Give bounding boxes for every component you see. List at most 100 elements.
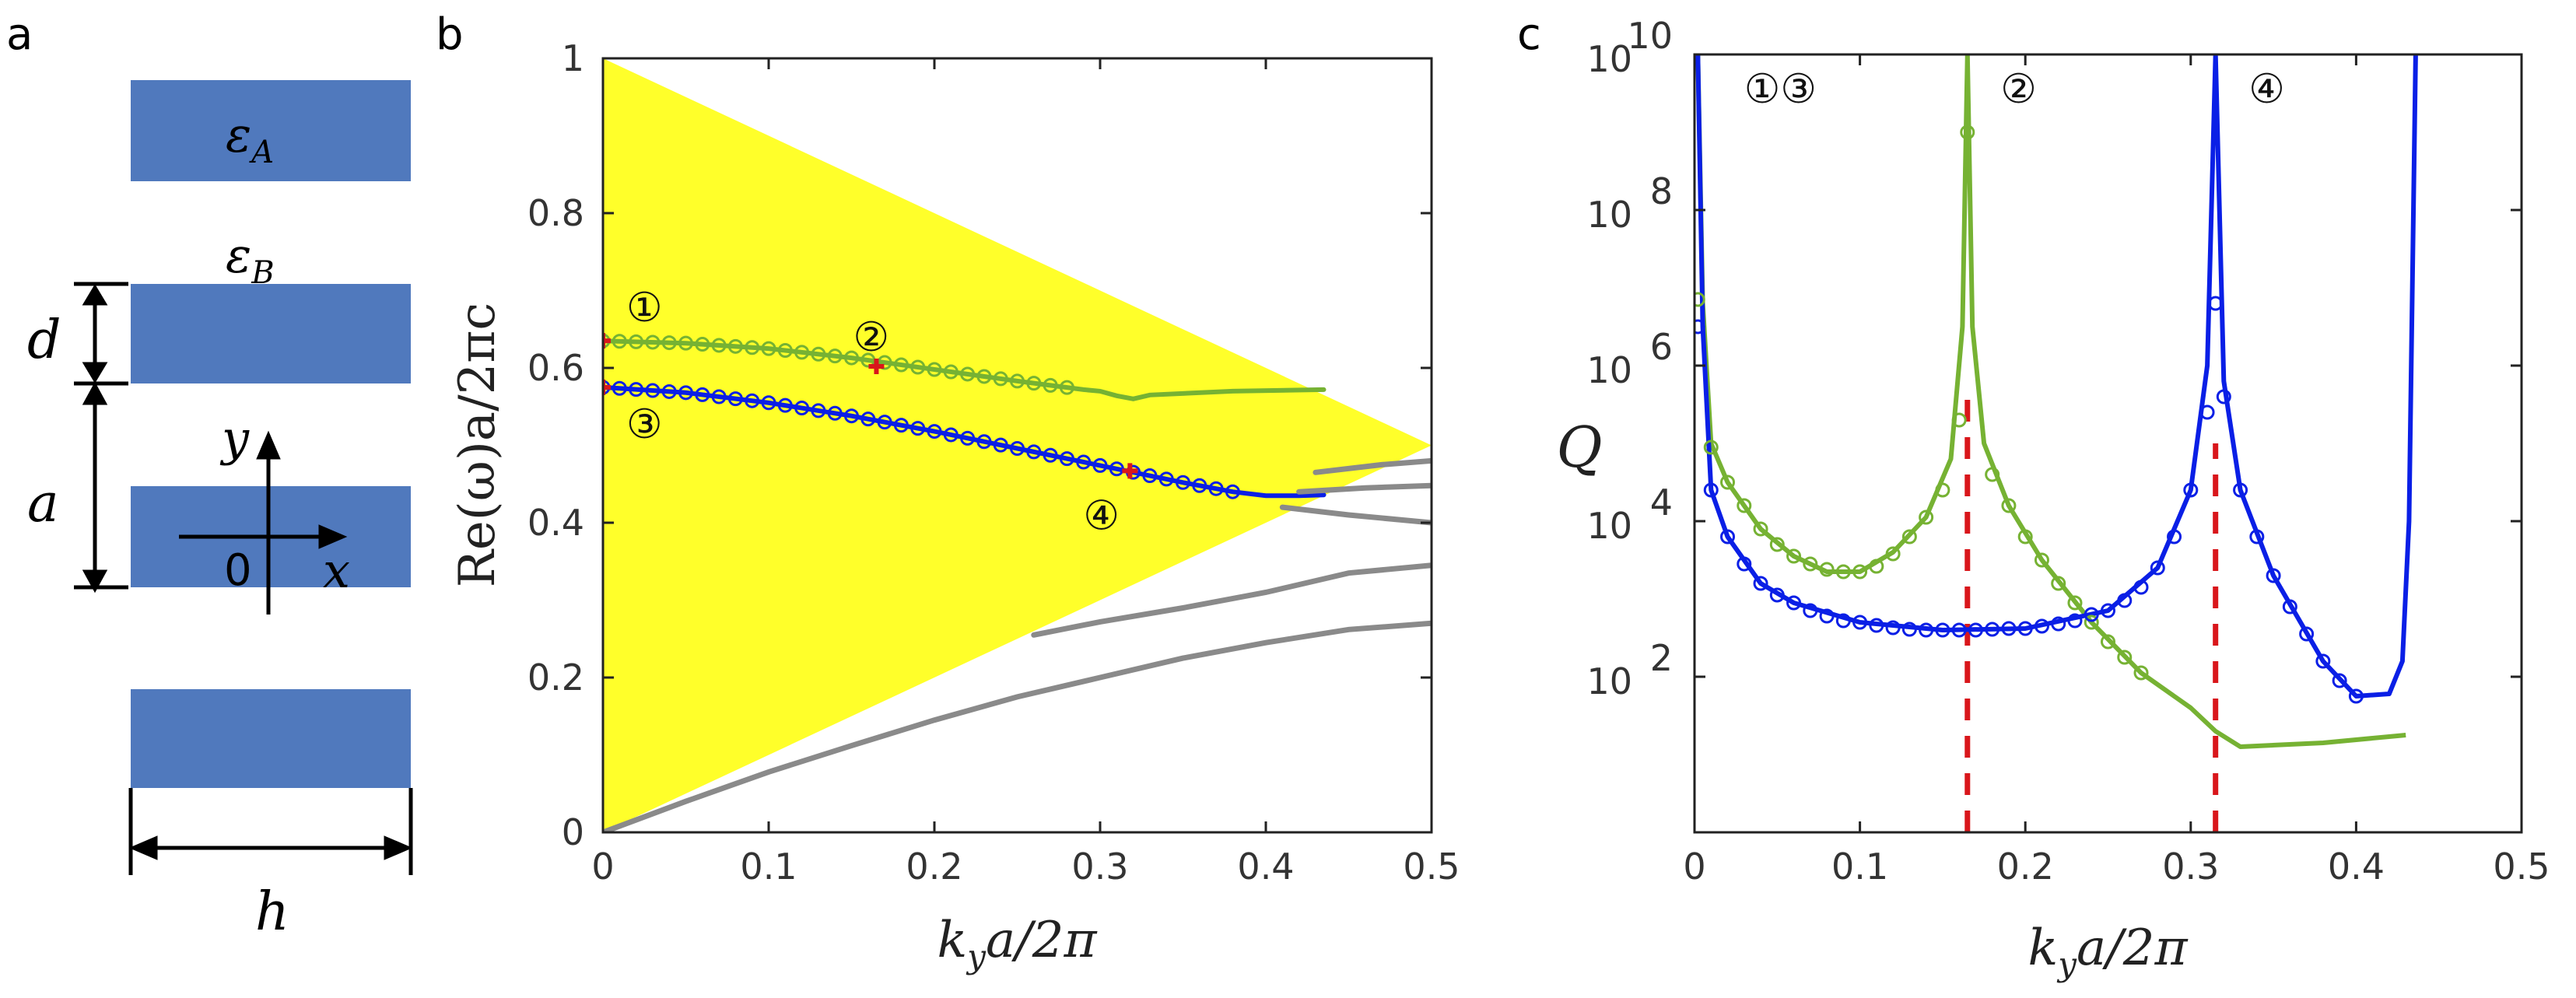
green-q-point [1885, 546, 1901, 562]
green-q-point [2133, 665, 2149, 681]
q-xlabel: kya/2π [2028, 919, 2188, 983]
green-q-point [1835, 564, 1851, 580]
a-label: a [27, 473, 59, 534]
slab-2 [131, 284, 411, 383]
blue-sample-point [745, 393, 760, 408]
y-tick-exponent: 6 [1650, 326, 1673, 368]
green-q-point [1769, 537, 1785, 552]
green-sample-point [695, 337, 710, 352]
x-tick-label: 0.2 [906, 846, 962, 888]
blue-q-point [2101, 603, 2115, 618]
green-sample-point [943, 364, 959, 380]
blue-q-point [1935, 622, 1950, 638]
blue-q-point [2208, 296, 2224, 311]
x-tick-label: 0.1 [1831, 846, 1888, 888]
green-q-point [1951, 412, 1967, 428]
blue-q-point [2199, 404, 2215, 420]
green-sample-point [827, 348, 843, 364]
axis-x-label: x [323, 542, 350, 599]
green-q-point [2084, 615, 2099, 630]
schematic-diagram: εA εB d a y x 0 h [27, 80, 413, 943]
green-sample-point [993, 371, 1008, 387]
green-sample-point [711, 338, 727, 353]
blue-q-point [2051, 616, 2066, 632]
mode-marker-1 [603, 333, 611, 349]
green-sample-point [811, 346, 826, 362]
series-gray-2 [1031, 562, 1432, 638]
green-q-point [1869, 559, 1884, 574]
d-label: d [27, 310, 61, 371]
blue-sample-point [893, 418, 909, 433]
y-tick-label: 10 [1586, 349, 1632, 391]
blue-sample-point [1059, 451, 1074, 467]
x-tick-label: 0.4 [2328, 846, 2385, 888]
blue-sample-point [794, 401, 810, 416]
green-q-point [1803, 556, 1818, 572]
blue-sample-point [910, 421, 926, 436]
blue-q-point [1985, 622, 2000, 637]
blue-sample-point [661, 383, 677, 399]
blue-q-point [2133, 580, 2149, 595]
blue-q-point [2233, 482, 2248, 498]
green-q-point [2017, 529, 2033, 545]
blue-q-point [2348, 688, 2364, 704]
y-tick-exponent: 8 [1650, 170, 1673, 212]
x-tick-label: 0.5 [1403, 846, 1460, 888]
green-q-point [1852, 564, 1868, 580]
mode-label-1: ① [626, 285, 663, 331]
blue-sample-point [860, 411, 876, 427]
green-sample-point [794, 345, 810, 360]
light-cone-region [603, 58, 1432, 832]
blue-sample-point [1158, 471, 1174, 487]
x-tick-label: 0.3 [2162, 846, 2219, 888]
mode-marker-4 [1122, 463, 1138, 479]
green-q-point [2117, 650, 2133, 665]
h-dimension [128, 788, 413, 875]
green-sample-point [1043, 377, 1058, 393]
blue-sample-point [645, 383, 661, 398]
blue-q-point [1951, 622, 1967, 638]
q-frame [1693, 53, 2523, 834]
blue-q-point [1753, 576, 1768, 591]
q-mode-label-3: ④ [2248, 66, 2285, 113]
green-q-point [2101, 634, 2115, 650]
green-sample-point [927, 362, 942, 377]
blue-sample-point [844, 408, 859, 424]
blue-q-point [1835, 613, 1851, 629]
green-q-point [2034, 552, 2049, 568]
green-q-point [2051, 576, 2066, 591]
panel-label-a: a [6, 9, 33, 60]
blue-q-point [1769, 587, 1785, 603]
mode-marker-3 [603, 379, 611, 395]
green-sample-point [893, 357, 909, 373]
y-tick-label: 10 [1586, 38, 1632, 80]
blue-q-point [2299, 626, 2315, 642]
dispersion-xlabel: kya/2π [937, 912, 1097, 975]
x-tick-label: 0.2 [1997, 846, 2054, 888]
blue-q-point [2034, 618, 2049, 634]
blue-q-point [1803, 603, 1818, 618]
green-sample-point [727, 338, 743, 354]
blue-q-point [1703, 482, 1719, 498]
blue-sample-point [612, 380, 627, 396]
q-mode-label-2: ② [2000, 66, 2037, 113]
y-tick-label: 0.2 [527, 657, 584, 699]
series-gray-5 [1313, 457, 1432, 475]
blue-sample-point [960, 430, 976, 446]
x-tick-label: 0.4 [1237, 846, 1294, 888]
slab-1 [131, 80, 411, 181]
green-sample-point [960, 366, 976, 382]
green-sample-point [661, 335, 677, 351]
blue-q-point [2084, 607, 2099, 622]
blue-q-point [2332, 673, 2347, 688]
y-tick-label: 10 [1586, 194, 1632, 236]
green-sample-point [910, 359, 926, 375]
x-tick-label: 0.3 [1071, 846, 1128, 888]
green-q-point [1753, 521, 1768, 537]
green-sample-point [745, 340, 760, 355]
blue-q-point [1720, 529, 1736, 545]
green-q-point [1960, 124, 1975, 140]
green-sample-point [1026, 376, 1042, 391]
panel-label-c: c [1517, 9, 1541, 60]
blue-sample-point [711, 389, 727, 404]
